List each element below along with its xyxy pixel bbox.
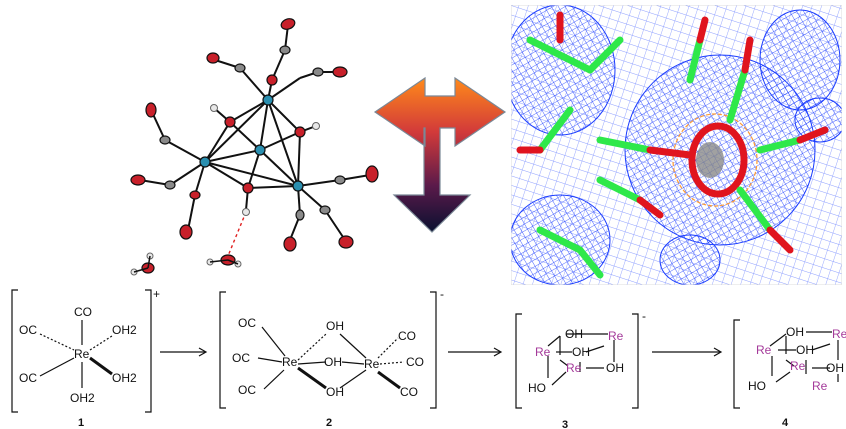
c2-charge: - [440,287,444,301]
c4-metal-2: Re [756,343,772,357]
c2-ligand-3: CO [398,329,416,343]
scheme-labels: CO OC OH2 Re OC OH2 OH2 + 1 OC OH CO OC … [19,287,846,429]
c1-ligand-upper-left: OC [19,323,37,337]
c1-ligand-bottom: OH2 [70,391,95,405]
compound-number-2: 2 [326,417,332,429]
c2-metal-2: Re [364,357,380,371]
c2-ligand-9: CO [400,385,418,399]
electron-density-map [511,5,842,285]
c3-metal-3: Re [566,361,582,375]
c1-ligand-lower-left: OC [19,371,37,385]
double-headed-t-arrow [373,76,507,233]
c4-metal-1: Re [832,327,846,341]
c3-ligand-4: HO [528,381,546,395]
c1-ligand-upper-right: OH2 [112,323,137,337]
compound-number-1: 1 [78,417,84,429]
c2-ligand-5: OH [324,355,342,369]
reaction-scheme [11,289,839,413]
carbon-atoms [159,45,346,221]
c2-ligand-4: OC [232,351,250,365]
c4-ligand-3: OH [826,361,844,375]
c1-ligand-lower-right: OH2 [112,371,137,385]
c1-charge: + [153,287,160,301]
c3-charge: - [642,309,646,323]
c2-metal-1: Re [282,355,298,369]
c2-ligand-7: OC [238,383,256,397]
c4-ligand-4: HO [748,379,766,393]
c4-ligand-2: OH [796,343,814,357]
hydrogen-bond [227,211,247,257]
c2-ligand-8: OH [326,385,344,399]
ortep-bonds [139,24,371,241]
c3-ligand-2: OH [572,345,590,359]
c2-ligand-2: OH [326,319,344,333]
ortep-structure [130,18,379,276]
c3-metal-1: Re [608,329,624,343]
c3-ligand-3: OH [606,361,624,375]
c1-ligand-top: CO [74,305,92,319]
c2-ligand-6: CO [406,355,424,369]
oxygen-atoms [130,18,379,274]
compound-number-4: 4 [782,417,789,429]
c2-ligand-1: OC [238,316,256,330]
c4-metal-3: Re [790,359,806,373]
c1-metal: Re [74,347,90,361]
c4-ligand-1: OH [786,325,804,339]
compound-number-3: 3 [562,419,568,429]
c4-metal-4: Re [812,379,828,393]
rhenium-atoms [199,94,304,192]
c3-ligand-1: OH [565,327,583,341]
c3-metal-2: Re [535,345,551,359]
